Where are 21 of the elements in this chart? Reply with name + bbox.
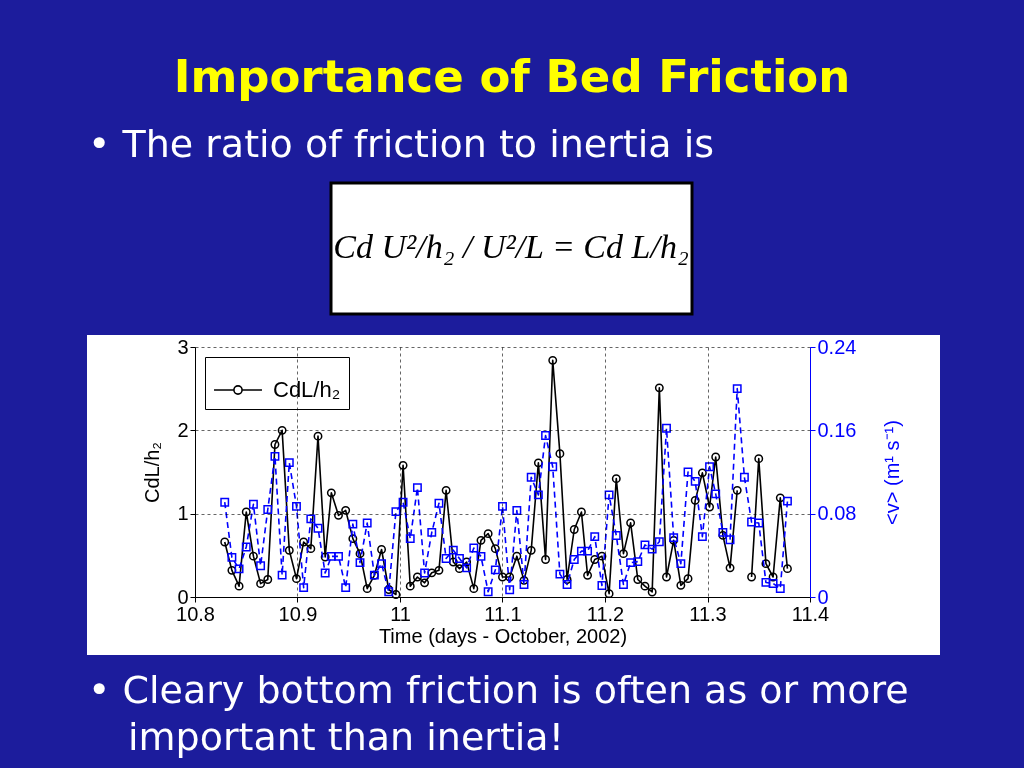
x-tick-label: 11.3 xyxy=(689,602,727,625)
y2-tick-label: 0.08 xyxy=(817,502,857,525)
x-tick-label: 11.2 xyxy=(586,602,625,625)
y-axis-title: CdL/h₂ xyxy=(141,441,164,504)
y2-tick-label: 0.24 xyxy=(817,335,857,358)
text: • The ratio of friction to inertia is xyxy=(88,122,715,166)
y-tick-label: 2 xyxy=(177,418,189,441)
x-axis-title: Time (days - October, 2002) xyxy=(378,624,628,647)
text: • Cleary bottom friction is often as or more important than inertia! xyxy=(88,668,909,759)
legend-label: CdL/h₂ xyxy=(273,377,341,402)
y2-tick-label: 0 xyxy=(817,585,829,608)
x-tick-label: 11.1 xyxy=(484,602,522,625)
x-tick-label: 10.9 xyxy=(278,602,318,625)
y-tick-label: 3 xyxy=(177,335,189,358)
text: Cd U²/h₂ / U²/L = Cd L/h₂ xyxy=(333,228,689,265)
chart-title: Importance of Bed Friction xyxy=(173,50,851,103)
y2-axis-title: <v> (m¹ s⁻¹) xyxy=(880,420,903,525)
y-tick-label: 1 xyxy=(177,502,189,525)
x-tick-label: 11 xyxy=(390,602,411,625)
y2-tick-label: 0.16 xyxy=(817,418,857,441)
y-tick-label: 0 xyxy=(177,585,189,608)
